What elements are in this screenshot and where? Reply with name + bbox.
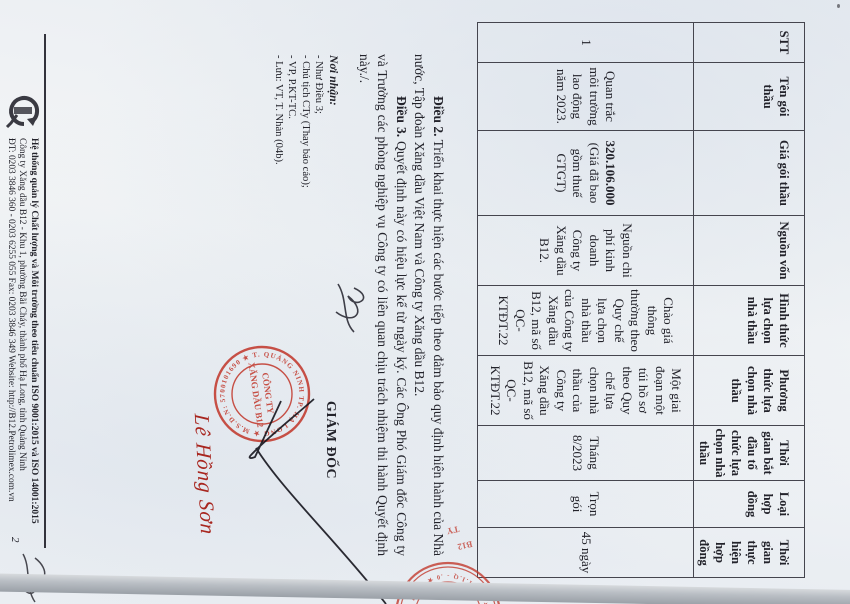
col-header-stt: STT — [693, 22, 805, 63]
footer-address-line: Công ty Xăng dầu B12 - Khu 1, phường Bãi… — [17, 138, 28, 471]
cell-nguon-von: Nguồn chi phí kinh doanh Công ty Xăng dầ… — [477, 215, 694, 286]
article-2-label: Điều 2. — [431, 96, 446, 137]
price-value: 320.106.000 — [603, 140, 619, 206]
cell-stt: 1 — [477, 22, 694, 63]
footer-iso-line: Hệ thống quản lý Chất lượng và Môi trườn… — [29, 138, 39, 524]
company-stamp-icon: TP. HẠ LONG ★ M.S.D.N: 5700101690 ★ T. Q… — [213, 344, 312, 443]
cell-hinh-thuc: Chào giá thông thường theo Quy chế lựa c… — [477, 285, 694, 356]
table-header-row: STT Tên gói thầu Giá gói thầu Nguồn vốn … — [693, 22, 805, 578]
col-header-hinh-thuc: Hình thức lựa chọn nhà thầu — [693, 285, 805, 356]
recipient-item: - Chủ tịch CTy (Thay báo cáo); — [299, 55, 311, 188]
scan-speck — [837, 4, 840, 8]
recipients-label: Nơi nhận: — [327, 55, 341, 106]
col-header-nguon-von: Nguồn vốn — [693, 215, 805, 286]
col-header-ten-goi-thau: Tên gói thầu — [693, 62, 805, 131]
signature-ink-icon — [248, 398, 387, 604]
handwritten-initials-icon — [335, 283, 365, 333]
footer-divider — [44, 34, 46, 548]
bid-package-table: STT Tên gói thầu Giá gói thầu Nguồn vốn … — [477, 22, 805, 578]
cell-thoi-gian-bat-dau: Tháng 8/2023 — [477, 425, 694, 481]
recipients-block: Nơi nhận: - Như Điều 3; - Chủ tịch CTy (… — [271, 55, 341, 188]
quacert-logo-icon — [5, 96, 40, 129]
article-3-label: Điều 3. — [393, 96, 409, 138]
col-header-gia-goi-thau: Giá gói thầu — [693, 130, 805, 216]
recipient-item: - Lưu: VT, T. Nhàn (04b). — [272, 55, 284, 165]
footer-block: Hệ thống quản lý Chất lượng và Môi trườn… — [4, 138, 39, 568]
recipient-item: - VP, P.KT-TC. — [286, 55, 298, 119]
cell-phuong-thuc: Một giai đoạn một túi hồ sơ theo Quy chế… — [477, 355, 694, 426]
cell-loai-hop-dong: Trọn gói — [477, 480, 694, 528]
col-header-phuong-thuc: Phương thức lựa chọn nhà thầu — [693, 355, 805, 426]
footer-contact-line: ĐT: 0203 3846 360 - 0203 6255 055 Fax: 0… — [5, 138, 16, 502]
page-number: 2 — [9, 537, 21, 543]
edge-stamp-fragment: TY — [445, 524, 461, 537]
col-header-loai-hop-dong: Loại hợp đồng — [693, 480, 805, 528]
col-header-thoi-gian-thuc-hien: Thời gian thực hiện hợp đồng — [693, 527, 805, 578]
article-2: Điều 2. Triển khai thực hiện các bước ti… — [410, 54, 447, 556]
price-note: (Giá đã bao gồm thuế GTGT) — [554, 142, 602, 204]
cell-gia-goi-thau: 320.106.000 (Giá đã bao gồm thuế GTGT) — [477, 130, 694, 216]
table-row: 1 Quan trắc môi trường lao động năm 2023… — [477, 22, 694, 578]
recipient-item: - Như Điều 3; — [313, 55, 325, 114]
col-header-thoi-gian-bat-dau: Thời gian bắt đầu tổ chức lựa chọn nhà t… — [693, 425, 805, 481]
cell-ten-goi-thau: Quan trắc môi trường lao động năm 2023. — [477, 62, 694, 131]
